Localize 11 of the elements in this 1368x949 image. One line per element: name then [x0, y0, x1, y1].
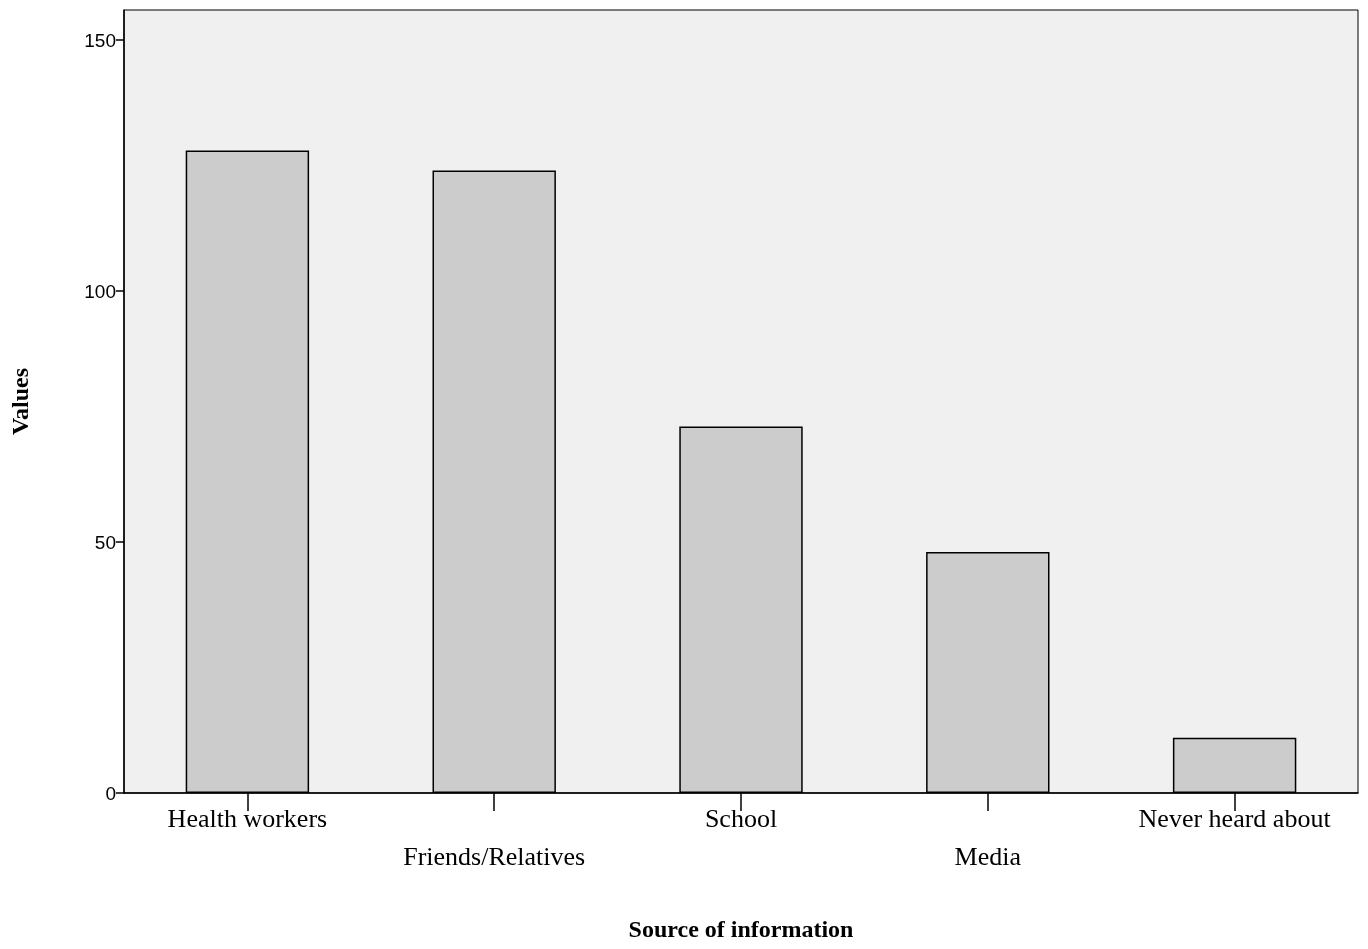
x-tick-label: Media: [954, 841, 1022, 871]
x-tick-label: Never heard about: [1138, 803, 1332, 833]
y-tick-label: 50: [94, 531, 116, 553]
y-axis-title: Values: [7, 367, 33, 436]
y-tick-label: 100: [84, 280, 116, 302]
x-tick-label: Friends/Relatives: [403, 841, 586, 871]
x-axis-title: Source of information: [628, 916, 854, 942]
y-tick-label: 0: [105, 782, 116, 804]
y-tick-label: 150: [84, 29, 116, 51]
x-tick-label: School: [704, 803, 778, 833]
x-tick-label: Health workers: [167, 803, 328, 833]
